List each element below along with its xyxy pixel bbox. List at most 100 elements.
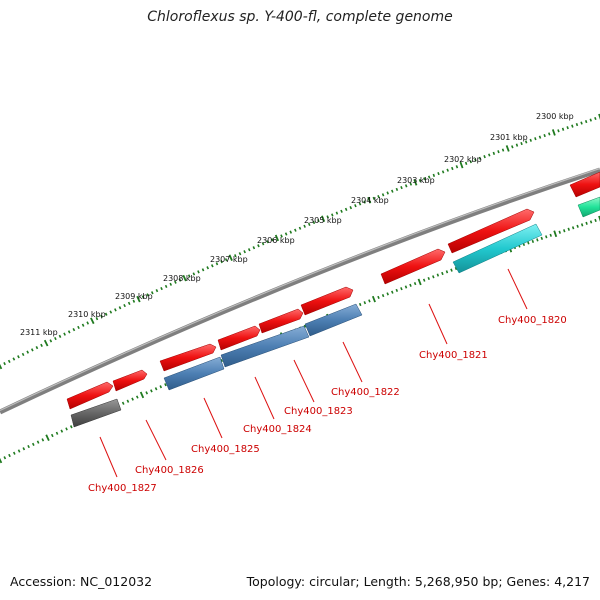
gene-arrow[interactable] [159, 343, 217, 372]
minor-tick [123, 303, 126, 308]
minor-tick [358, 202, 362, 206]
minor-tick [22, 447, 26, 451]
gene-arrow[interactable] [447, 208, 535, 254]
gene-arrow[interactable] [569, 171, 600, 198]
minor-tick [155, 289, 159, 293]
gene-arrow[interactable] [66, 381, 114, 410]
kbp-label-2302: 2302 kbp [444, 155, 482, 164]
minor-tick [220, 358, 223, 363]
minor-tick [404, 285, 408, 289]
minor-tick [589, 220, 593, 224]
minor-tick [58, 334, 62, 338]
gene-arrow[interactable] [380, 248, 446, 285]
gene-arrow[interactable] [300, 286, 354, 316]
major-tick [367, 196, 372, 204]
minor-tick [437, 172, 440, 176]
kbp-label-2304: 2304 kbp [351, 196, 389, 205]
gene-arrow[interactable] [304, 303, 363, 337]
minor-tick [400, 287, 403, 291]
minor-tick [8, 453, 11, 458]
minor-tick [543, 133, 546, 138]
minor-tick [492, 151, 496, 155]
minor-tick [432, 275, 435, 279]
minor-tick [497, 150, 500, 154]
minor-tick [488, 153, 491, 157]
gene-label-chy400-1826[interactable]: Chy400_1826 [135, 465, 204, 476]
kbp-label-2311: 2311 kbp [20, 328, 58, 337]
minor-tick [377, 195, 380, 199]
minor-tick [391, 189, 394, 193]
minor-tick [349, 205, 353, 210]
minor-tick [121, 401, 125, 405]
minor-tick [243, 250, 246, 254]
gene-label-chy400-1820[interactable]: Chy400_1820 [498, 315, 567, 326]
gene-arrow[interactable] [112, 369, 148, 392]
kbp-label-2303: 2303 kbp [397, 176, 435, 185]
minor-tick [127, 301, 131, 306]
gene-arrow[interactable] [163, 356, 225, 391]
gene-arrow[interactable] [220, 325, 310, 368]
minor-tick [413, 282, 417, 286]
gene-label-chy400-1821[interactable]: Chy400_1821 [419, 350, 488, 361]
outer-tick-track [0, 113, 600, 370]
major-tick [551, 129, 556, 136]
minor-tick [563, 229, 566, 233]
leader-line [293, 359, 315, 403]
minor-tick [441, 170, 445, 174]
minor-tick [446, 168, 449, 172]
minor-tick [400, 186, 403, 190]
minor-tick [474, 158, 477, 162]
minor-tick [418, 179, 422, 183]
minor-tick [594, 218, 597, 223]
minor-tick [427, 276, 430, 281]
minor-tick [580, 223, 584, 227]
minor-tick [197, 270, 200, 274]
minor-tick [238, 252, 242, 256]
map-title: Chloroflexus sp. Y-400-fl, complete geno… [147, 9, 453, 25]
kbp-label-2309: 2309 kbp [115, 292, 153, 301]
minor-tick [118, 306, 122, 310]
minor-tick [284, 232, 288, 236]
minor-tick [441, 271, 444, 276]
minor-tick [49, 339, 53, 343]
kbp-label-2308: 2308 kbp [163, 274, 201, 283]
minor-tick [160, 286, 163, 291]
gene-arrow[interactable] [258, 308, 304, 334]
minor-tick [201, 268, 205, 272]
minor-tick [65, 427, 68, 431]
minor-tick [358, 302, 362, 307]
gene-arrow[interactable] [217, 325, 261, 351]
gene-arrow[interactable] [70, 398, 122, 428]
minor-tick [377, 295, 380, 299]
minor-tick [12, 451, 16, 455]
minor-tick [515, 143, 519, 147]
minor-tick [114, 308, 117, 312]
gene-arrow-partial[interactable] [577, 196, 600, 218]
gene-arrow[interactable] [452, 223, 543, 274]
minor-tick [178, 278, 182, 282]
major-tick [413, 178, 418, 186]
gene-label-chy400-1823[interactable]: Chy400_1823 [284, 406, 353, 417]
minor-tick [422, 278, 426, 282]
major-tick [553, 230, 558, 238]
minor-tick [548, 132, 551, 136]
gene-label-chy400-1822[interactable]: Chy400_1822 [331, 387, 400, 398]
minor-tick [81, 323, 85, 327]
minor-tick [326, 215, 329, 219]
minor-tick [445, 270, 449, 274]
gene-labels: Chy400_1820 Chy400_1821 Chy400_1822 Chy4… [88, 315, 567, 494]
minor-tick [150, 291, 154, 295]
gene-label-chy400-1825[interactable]: Chy400_1825 [191, 444, 260, 455]
minor-tick [69, 425, 73, 429]
minor-tick [524, 140, 528, 144]
forward-strand-genes [66, 171, 600, 410]
minor-tick [558, 230, 561, 234]
minor-tick [331, 213, 334, 217]
gene-label-chy400-1827[interactable]: Chy400_1827 [88, 483, 157, 494]
gene-label-chy400-1824[interactable]: Chy400_1824 [243, 424, 312, 435]
minor-tick [7, 359, 11, 363]
leader-line [507, 268, 528, 310]
leader-line [428, 303, 448, 345]
minor-tick [469, 160, 472, 164]
major-tick [274, 234, 280, 242]
